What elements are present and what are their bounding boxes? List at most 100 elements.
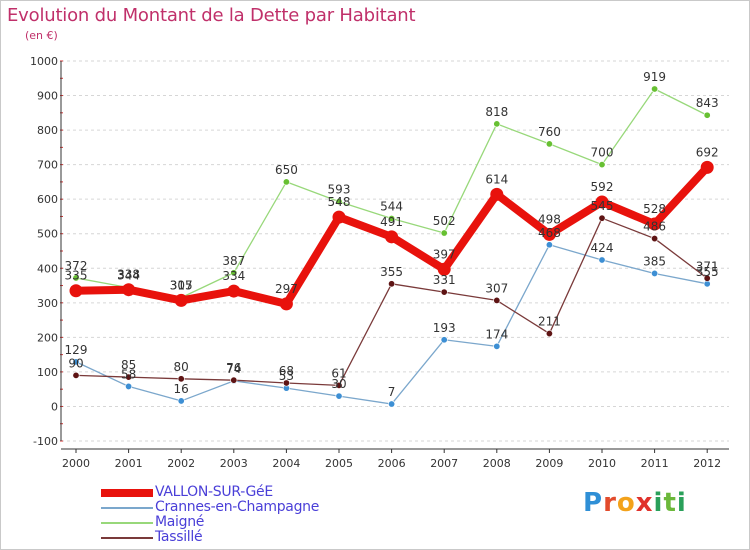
- data-label: 335: [65, 269, 88, 283]
- y-tick-label: -100: [33, 435, 58, 448]
- data-label: 760: [538, 125, 561, 139]
- y-tick-label: 0: [51, 400, 58, 413]
- data-point: [703, 274, 711, 282]
- x-tick-label: 2011: [641, 457, 669, 470]
- data-label: 528: [643, 202, 666, 216]
- data-point: [440, 229, 448, 237]
- logo-letter: i: [653, 488, 664, 518]
- data-label: 53: [279, 369, 294, 383]
- x-tick-label: 2008: [483, 457, 511, 470]
- data-label: 297: [275, 282, 298, 296]
- y-tick-label: 300: [37, 297, 58, 310]
- data-label: 338: [117, 268, 140, 282]
- data-label: 545: [591, 199, 614, 213]
- data-point: [651, 235, 659, 243]
- data-point: [437, 262, 451, 276]
- y-tick-label: 800: [37, 124, 58, 137]
- legend-swatch: [101, 537, 153, 539]
- data-label: 486: [643, 220, 666, 234]
- data-point: [279, 297, 293, 311]
- data-point: [598, 214, 606, 222]
- data-point: [545, 330, 553, 338]
- data-point: [122, 283, 136, 297]
- data-label: 76: [226, 361, 241, 375]
- legend-swatch: [101, 489, 153, 497]
- data-label: 307: [485, 281, 508, 295]
- x-tick-label: 2004: [272, 457, 300, 470]
- y-tick-label: 200: [37, 331, 58, 344]
- y-tick-label: 1000: [30, 55, 58, 68]
- data-label: 502: [433, 214, 456, 228]
- data-point: [335, 392, 343, 400]
- data-label: 174: [485, 327, 508, 341]
- legend-swatch: [101, 522, 153, 524]
- x-tick-label: 2012: [693, 457, 721, 470]
- legend-label: Crannes-en-Champagne: [155, 499, 320, 515]
- data-point: [335, 381, 343, 389]
- data-label: 548: [328, 195, 351, 209]
- y-tick-label: 500: [37, 228, 58, 241]
- data-label: 315: [170, 279, 193, 293]
- data-label: 592: [591, 180, 614, 194]
- data-label: 372: [65, 259, 88, 273]
- legend-label: Maigné: [155, 514, 205, 530]
- data-label: 7: [388, 385, 396, 399]
- data-label: 331: [433, 273, 456, 287]
- data-label: 818: [485, 105, 508, 119]
- data-label: 334: [222, 269, 245, 283]
- y-tick-label: 600: [37, 193, 58, 206]
- data-point: [282, 379, 290, 387]
- data-label: 344: [117, 269, 140, 283]
- data-label: 85: [121, 358, 136, 372]
- data-label: 129: [65, 343, 88, 357]
- x-tick-label: 2006: [378, 457, 406, 470]
- legend-item: Tassillé: [101, 529, 421, 546]
- data-label: 90: [68, 356, 83, 370]
- x-tick-label: 2010: [588, 457, 616, 470]
- chart-subtitle: (en €): [25, 29, 58, 42]
- data-point: [703, 111, 711, 119]
- data-point: [440, 336, 448, 344]
- x-tick-label: 2002: [167, 457, 195, 470]
- legend-item: Maigné: [101, 514, 421, 531]
- data-label: 650: [275, 163, 298, 177]
- data-point: [493, 296, 501, 304]
- data-point: [125, 373, 133, 381]
- data-label: 385: [643, 254, 666, 268]
- data-label: 498: [538, 212, 561, 226]
- data-label: 843: [696, 96, 719, 110]
- data-point: [595, 195, 609, 209]
- y-tick-label: 700: [37, 159, 58, 172]
- data-label: 58: [121, 367, 136, 381]
- data-point: [388, 280, 396, 288]
- data-point: [177, 375, 185, 383]
- logo-letter: P: [583, 488, 604, 518]
- data-point: [493, 120, 501, 128]
- data-label: 68: [279, 364, 294, 378]
- data-point: [72, 358, 80, 366]
- data-point: [598, 256, 606, 264]
- data-label: 80: [174, 360, 189, 374]
- data-point: [230, 269, 238, 277]
- data-point: [230, 376, 238, 384]
- data-label: 307: [170, 278, 193, 292]
- data-point: [700, 160, 714, 174]
- proxiti-logo: Proxiti: [583, 488, 687, 518]
- x-tick-label: 2007: [430, 457, 458, 470]
- data-label: 919: [643, 70, 666, 84]
- data-point: [332, 210, 346, 224]
- data-point: [388, 400, 396, 408]
- data-label: 692: [696, 145, 719, 159]
- data-point: [651, 85, 659, 93]
- data-label: 16: [174, 382, 189, 396]
- data-point: [648, 217, 662, 231]
- y-tick-label: 100: [37, 366, 58, 379]
- data-label: 61: [331, 366, 346, 380]
- data-label: 74: [226, 362, 241, 376]
- logo-letter: r: [603, 488, 617, 518]
- y-tick-label: 900: [37, 90, 58, 103]
- legend-label: VALLON-SUR-GéE: [155, 484, 273, 500]
- x-tick-label: 2005: [325, 457, 353, 470]
